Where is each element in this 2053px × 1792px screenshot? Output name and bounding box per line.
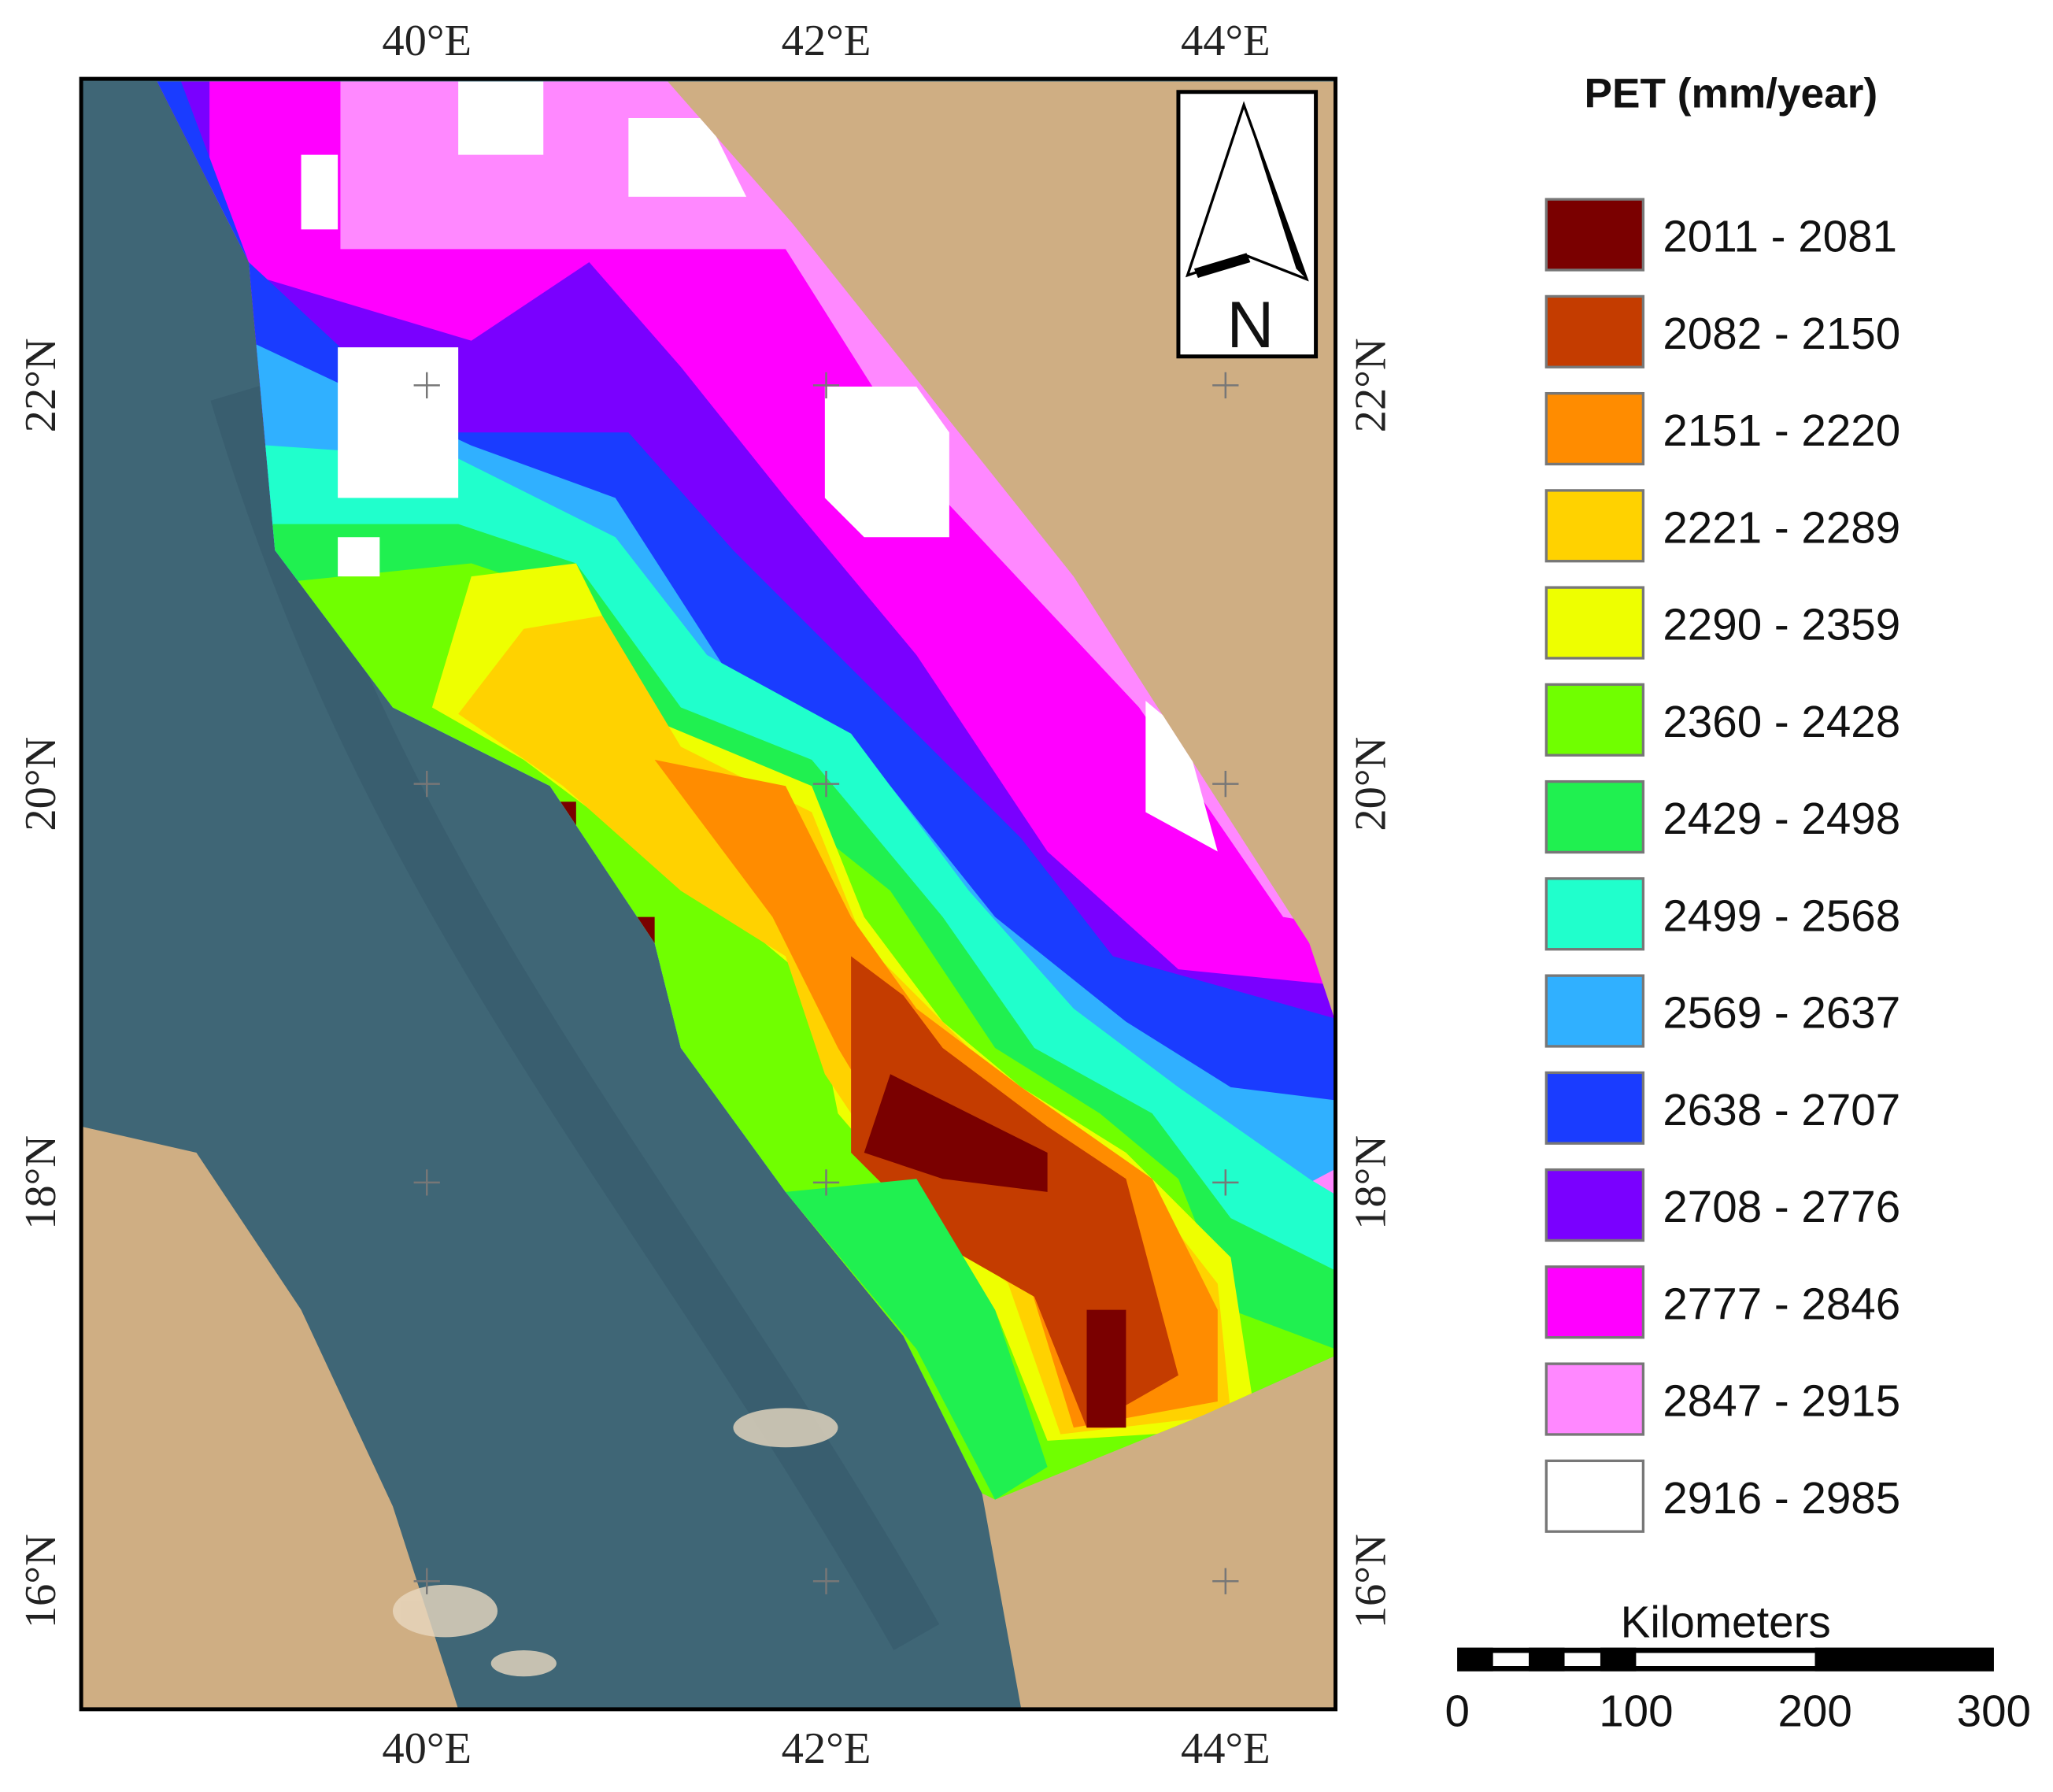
graticule-cross: [1212, 1568, 1239, 1594]
pet-zone: [628, 118, 747, 197]
lon-label: 44°E: [1181, 17, 1271, 65]
legend-swatch: [1544, 974, 1645, 1048]
legend-label: 2916 - 2985: [1663, 1473, 1900, 1523]
legend-label: 2499 - 2568: [1663, 890, 1900, 940]
legend-label: 2638 - 2707: [1663, 1085, 1900, 1135]
scale-segment: [1529, 1647, 1565, 1672]
legend-swatch: [1544, 877, 1645, 951]
graticule-cross: [413, 770, 440, 798]
legend-swatch: [1544, 489, 1645, 563]
scale-label: 0: [1444, 1686, 1469, 1736]
lat-label: 16°N: [1347, 1534, 1396, 1628]
graticule: [413, 372, 1239, 1594]
pet-zone: [338, 537, 380, 577]
lat-label: 20°N: [1347, 737, 1396, 831]
graticule-cross: [812, 1169, 840, 1196]
scale-segment: [1636, 1653, 1815, 1666]
north-label: N: [1226, 288, 1274, 361]
islands: [392, 1408, 838, 1677]
pet-zone: [1145, 701, 1218, 852]
graticule-cross: [812, 1568, 840, 1594]
legend-label: 2221 - 2289: [1663, 502, 1900, 552]
legend-title: PET (mm/year): [1585, 71, 1878, 117]
north-arrow: N: [1176, 90, 1319, 361]
pet-zone: [785, 1179, 1048, 1500]
legend-swatch: [1544, 1168, 1645, 1242]
lon-label: 42°E: [782, 17, 871, 65]
legend-swatch: [1544, 294, 1645, 368]
map-frame: [79, 76, 1338, 1712]
scale-label: 200: [1777, 1686, 1851, 1736]
legend-label: 2082 - 2150: [1663, 309, 1900, 358]
legend-swatch: [1544, 391, 1645, 466]
legend-label: 2290 - 2359: [1663, 600, 1900, 650]
lat-label: 22°N: [1347, 338, 1396, 432]
graticule-cross: [812, 770, 840, 798]
north-arrow-base: [1193, 253, 1251, 278]
pet-zone: [458, 81, 544, 155]
legend: 2011 - 2081 2082 - 2150 2151 - 2220 2221 - …: [1544, 198, 1900, 1533]
graticule-cross: [413, 1169, 440, 1196]
africa-land: [81, 1126, 459, 1709]
scale-segment: [1814, 1647, 1994, 1672]
legend-label: 2360 - 2428: [1663, 697, 1900, 746]
legend-swatch: [1544, 683, 1645, 757]
legend-label: 2151 - 2220: [1663, 405, 1900, 455]
legend-label: 2569 - 2637: [1663, 988, 1900, 1038]
legend-swatch: [1544, 1265, 1645, 1339]
legend-swatch: [1544, 586, 1645, 660]
lat-label: 22°N: [17, 338, 65, 432]
lon-label: 40°E: [382, 17, 472, 65]
graticule-cross: [413, 372, 440, 398]
lon-label: 44°E: [1181, 1724, 1271, 1773]
lat-label: 18°N: [1347, 1135, 1396, 1230]
scale-segment: [1600, 1647, 1637, 1672]
lat-label: 18°N: [17, 1135, 65, 1230]
legend-swatch: [1544, 1459, 1645, 1533]
legend-label: 2708 - 2776: [1663, 1182, 1900, 1231]
scale-label: 100: [1599, 1686, 1673, 1736]
legend-swatch: [1544, 779, 1645, 854]
legend-label: 2847 - 2915: [1663, 1376, 1900, 1426]
pet-zone: [824, 386, 949, 538]
pet-zone: [301, 154, 338, 230]
scale-segment: [1457, 1647, 1493, 1672]
pet-zone: [1086, 1309, 1126, 1428]
legend-label: 2777 - 2846: [1663, 1279, 1900, 1328]
graticule-cross: [812, 372, 840, 398]
legend-swatch: [1544, 1362, 1645, 1436]
legend-label: 2011 - 2081: [1663, 212, 1897, 261]
lat-label: 16°N: [17, 1534, 65, 1628]
scale-label: 300: [1957, 1686, 2031, 1736]
pet-zone: [338, 347, 459, 498]
scale-segment: [1564, 1653, 1600, 1666]
graticule-cross: [413, 1568, 440, 1594]
graticule-cross: [1212, 770, 1239, 798]
legend-swatch: [1544, 1071, 1645, 1145]
scale-title: Kilometers: [1621, 1597, 1831, 1646]
pet-zone: [864, 1074, 1048, 1192]
legend-label: 2429 - 2498: [1663, 794, 1900, 843]
graticule-cross: [1212, 372, 1239, 398]
lon-label: 40°E: [382, 1724, 472, 1773]
graticule-cross: [1212, 1169, 1239, 1196]
legend-swatch: [1544, 198, 1645, 272]
lon-label: 42°E: [782, 1724, 871, 1773]
lat-label: 20°N: [17, 737, 65, 831]
scale-segment: [1493, 1653, 1530, 1666]
scale-bar: 0 100 200 300: [1444, 1647, 2031, 1736]
